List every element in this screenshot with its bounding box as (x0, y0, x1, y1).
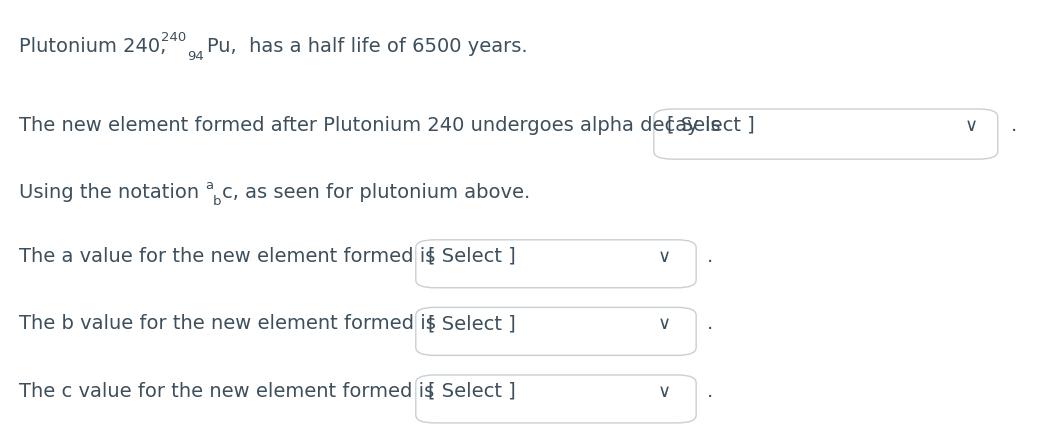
Text: The b value for the new element formed is: The b value for the new element formed i… (19, 314, 436, 333)
Text: ∨: ∨ (658, 315, 671, 333)
Text: a: a (205, 179, 214, 192)
Text: .: . (707, 314, 713, 333)
Text: [ Select ]: [ Select ] (428, 314, 516, 333)
Text: .: . (707, 382, 713, 401)
Text: Plutonium 240,: Plutonium 240, (19, 37, 172, 56)
Text: 94: 94 (187, 50, 204, 63)
FancyBboxPatch shape (654, 109, 998, 159)
Text: [ Select ]: [ Select ] (428, 382, 516, 401)
FancyBboxPatch shape (416, 307, 696, 355)
Text: [ Select ]: [ Select ] (667, 116, 754, 135)
Text: ∨: ∨ (965, 117, 978, 135)
FancyBboxPatch shape (416, 375, 696, 423)
Text: c, as seen for plutonium above.: c, as seen for plutonium above. (222, 184, 530, 202)
Text: ∨: ∨ (658, 248, 671, 266)
Text: .: . (707, 247, 713, 266)
Text: 240: 240 (161, 31, 186, 44)
Text: .: . (1010, 116, 1017, 135)
Text: [ Select ]: [ Select ] (428, 247, 516, 266)
FancyBboxPatch shape (416, 240, 696, 288)
Text: The c value for the new element formed is: The c value for the new element formed i… (19, 382, 434, 401)
Text: b: b (213, 195, 221, 208)
Text: Pu,  has a half life of 6500 years.: Pu, has a half life of 6500 years. (207, 37, 528, 56)
Text: Using the notation: Using the notation (19, 184, 205, 202)
Text: The a value for the new element formed is: The a value for the new element formed i… (19, 247, 436, 266)
Text: ∨: ∨ (658, 383, 671, 401)
Text: The new element formed after Plutonium 240 undergoes alpha decay is: The new element formed after Plutonium 2… (19, 116, 720, 135)
